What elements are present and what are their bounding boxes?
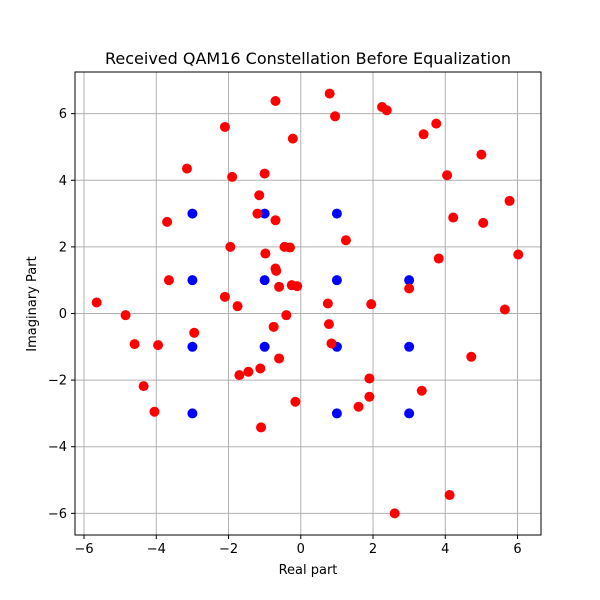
received-point (433, 253, 444, 264)
reference-point (331, 208, 342, 219)
x-tick-label: −6 (74, 542, 93, 557)
received-point (418, 129, 429, 140)
reference-point (187, 208, 198, 219)
received-point (243, 366, 254, 377)
received-point (381, 105, 392, 116)
y-tick-label: −2 (48, 374, 67, 389)
received-point (478, 217, 489, 228)
y-tick-label: 4 (59, 174, 67, 189)
received-point (181, 163, 192, 174)
received-point (225, 241, 236, 252)
reference-points-series (187, 208, 415, 419)
received-point (162, 216, 173, 227)
received-point (255, 363, 266, 374)
received-point (129, 339, 140, 350)
x-tick-label: 0 (297, 542, 305, 557)
reference-point (404, 341, 415, 352)
x-tick-label: 4 (441, 542, 449, 557)
received-point (270, 95, 281, 106)
reference-point (187, 408, 198, 419)
reference-point (187, 275, 198, 286)
received-point (330, 111, 341, 122)
received-point (232, 301, 243, 312)
reference-point (187, 341, 198, 352)
received-point (389, 508, 400, 519)
received-point (189, 327, 200, 338)
received-point (252, 208, 263, 219)
x-tick-label: −4 (147, 542, 166, 557)
x-axis-title: Real part (279, 563, 338, 578)
received-point (513, 249, 524, 260)
received-point (448, 212, 459, 223)
received-point (120, 310, 131, 321)
received-point (340, 235, 351, 246)
received-point (444, 490, 455, 501)
received-point (219, 121, 230, 132)
received-point (281, 310, 292, 321)
received-point (284, 242, 295, 253)
y-axis-ticks: −6 −4 −2 0 2 4 6 (48, 107, 75, 522)
x-tick-label: 6 (513, 542, 521, 557)
received-point (259, 168, 270, 179)
plot-frame (74, 71, 542, 536)
x-tick-label: −2 (219, 542, 238, 557)
y-axis-title: Imaginary Part (25, 256, 40, 351)
reference-point (331, 275, 342, 286)
received-point (149, 406, 160, 417)
received-point (234, 370, 245, 381)
received-point (290, 396, 301, 407)
received-point (138, 381, 149, 392)
received-point (326, 338, 337, 349)
received-point (323, 319, 334, 330)
received-point (292, 281, 303, 292)
received-point (364, 373, 375, 384)
y-tick-label: −4 (48, 440, 67, 455)
reference-point (404, 408, 415, 419)
received-point (271, 265, 282, 276)
reference-point (259, 208, 270, 219)
y-tick-label: −6 (48, 507, 67, 522)
received-point (476, 149, 487, 160)
received-point (324, 88, 335, 99)
received-point (219, 291, 230, 302)
received-point (227, 171, 238, 182)
received-point (254, 190, 265, 201)
data-points (91, 88, 524, 519)
received-point (353, 401, 364, 412)
x-axis-ticks: −6 −4 −2 0 2 4 6 (74, 535, 522, 557)
received-point (404, 283, 415, 294)
reference-point (259, 275, 270, 286)
received-point (274, 281, 285, 292)
reference-point (331, 408, 342, 419)
x-tick-label: 2 (369, 542, 377, 557)
received-points-series (91, 88, 524, 519)
y-tick-label: 6 (59, 107, 67, 122)
received-point (91, 297, 102, 308)
y-tick-label: 2 (59, 240, 67, 255)
reference-point (259, 341, 270, 352)
received-point (322, 298, 333, 309)
received-point (270, 215, 281, 226)
received-point (256, 422, 267, 433)
received-point (287, 133, 298, 144)
received-point (431, 118, 442, 129)
received-point (366, 299, 377, 310)
received-point (416, 385, 427, 396)
reference-point (404, 275, 415, 286)
y-tick-label: 0 (59, 307, 67, 322)
received-point (499, 304, 510, 315)
received-point (442, 170, 453, 181)
received-point (153, 340, 164, 351)
received-point (274, 353, 285, 364)
received-point (364, 391, 375, 402)
received-point (504, 195, 515, 206)
received-point (260, 248, 271, 259)
chart-title: Received QAM16 Constellation Before Equa… (105, 49, 511, 68)
received-point (466, 351, 477, 362)
received-point (268, 321, 279, 332)
received-point (163, 275, 174, 286)
